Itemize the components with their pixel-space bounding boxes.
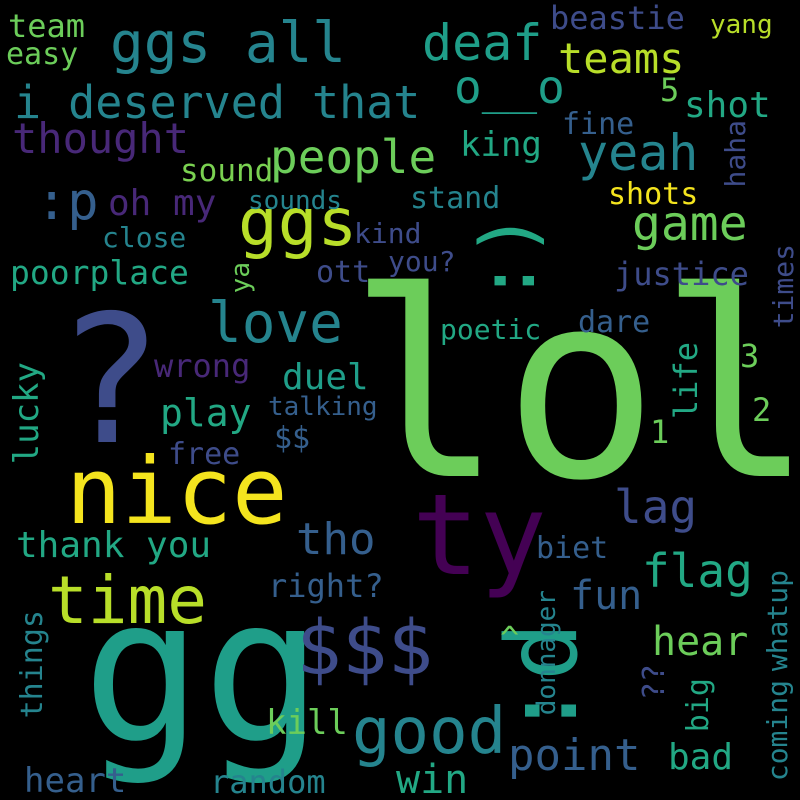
word-ty: ty	[412, 471, 547, 601]
word-yang: yang	[710, 10, 773, 40]
word-big: big	[681, 678, 716, 733]
word-dare: dare	[578, 305, 651, 340]
word-stand: stand	[410, 181, 501, 216]
word-two: 2	[752, 391, 772, 429]
word-fun: fun	[570, 573, 643, 619]
word-thought: thought	[12, 114, 190, 163]
word-lol: lol	[348, 237, 800, 537]
word-ya: ya	[226, 262, 256, 294]
word-talking: talking	[268, 392, 378, 422]
word-haha: haha	[719, 120, 752, 188]
word-biet: biet	[536, 531, 609, 566]
word-gg: gg	[82, 555, 323, 788]
word-things: things	[15, 610, 50, 719]
word-teams: teams	[558, 34, 685, 83]
word-o-o: o__o	[454, 60, 565, 114]
word-nice: nice	[66, 438, 288, 545]
word-three: 3	[740, 337, 760, 375]
word-sound: sound	[180, 153, 274, 189]
word-dollars3: $$$	[296, 603, 434, 692]
word-ggs: ggs	[238, 184, 358, 261]
word-dollars2: $$	[274, 421, 311, 456]
word-heart: heart	[24, 761, 127, 800]
word-shots: shots	[608, 177, 699, 212]
word-random: random	[210, 763, 326, 800]
word-life: life	[667, 342, 705, 420]
word-poetic: poetic	[440, 313, 542, 346]
word-whatup: whatup	[761, 570, 794, 672]
word-wrong: wrong	[154, 347, 251, 385]
word-i-deserved-that: i deserved that	[14, 76, 421, 129]
word-love: love	[208, 291, 343, 356]
word-qq: ??	[637, 664, 672, 701]
word-thank-you: thank you	[16, 525, 212, 566]
word-oh-my: oh my	[108, 183, 217, 224]
word-team: team	[8, 7, 86, 45]
word-lag: lag	[614, 480, 698, 534]
word-free: free	[168, 437, 241, 472]
word-point: point	[508, 730, 641, 781]
word-question: ?	[56, 277, 164, 484]
word-hear: hear	[652, 619, 749, 665]
word-coming: coming	[761, 680, 794, 782]
word-right-q: right?	[268, 567, 384, 605]
word-ggs-all: ggs all	[110, 11, 347, 76]
word-shot: shot	[684, 85, 771, 126]
word-smile: :)	[463, 212, 552, 304]
word-deaf: deaf	[422, 14, 543, 72]
word-kind: kind	[354, 217, 422, 250]
word-bad: bad	[668, 737, 734, 778]
word-win: win	[396, 757, 469, 800]
word-colon-p: :p	[36, 172, 99, 232]
word-king: king	[460, 125, 542, 165]
word-five: 5	[660, 71, 680, 109]
word-close: close	[102, 221, 187, 254]
word-beastie: beastie	[550, 0, 685, 37]
word-sounds: sounds	[248, 186, 342, 216]
word-one: 1	[650, 413, 670, 451]
word-flag: flag	[642, 544, 753, 598]
word-lucky: lucky	[7, 362, 47, 465]
word-ott: ott	[316, 255, 371, 290]
word-people: people	[270, 130, 437, 184]
word-donnager: donnager	[532, 590, 562, 716]
word-good: good	[352, 695, 507, 769]
word-game: game	[632, 196, 748, 252]
word-easy: easy	[6, 37, 79, 72]
word-kill: kill	[266, 703, 348, 743]
word-times: times	[767, 244, 800, 329]
word-play: play	[160, 391, 252, 435]
word-caret: ^	[500, 619, 520, 657]
word-duel: duel	[282, 357, 369, 398]
word-poorplace: poorplace	[10, 253, 189, 292]
word-fine: fine	[562, 107, 635, 142]
word-tho: tho	[296, 514, 376, 565]
word-you-q: you?	[388, 245, 456, 278]
word-time: time	[48, 562, 207, 639]
word-yeah: yeah	[578, 124, 699, 182]
word-justice: justice	[614, 255, 749, 293]
